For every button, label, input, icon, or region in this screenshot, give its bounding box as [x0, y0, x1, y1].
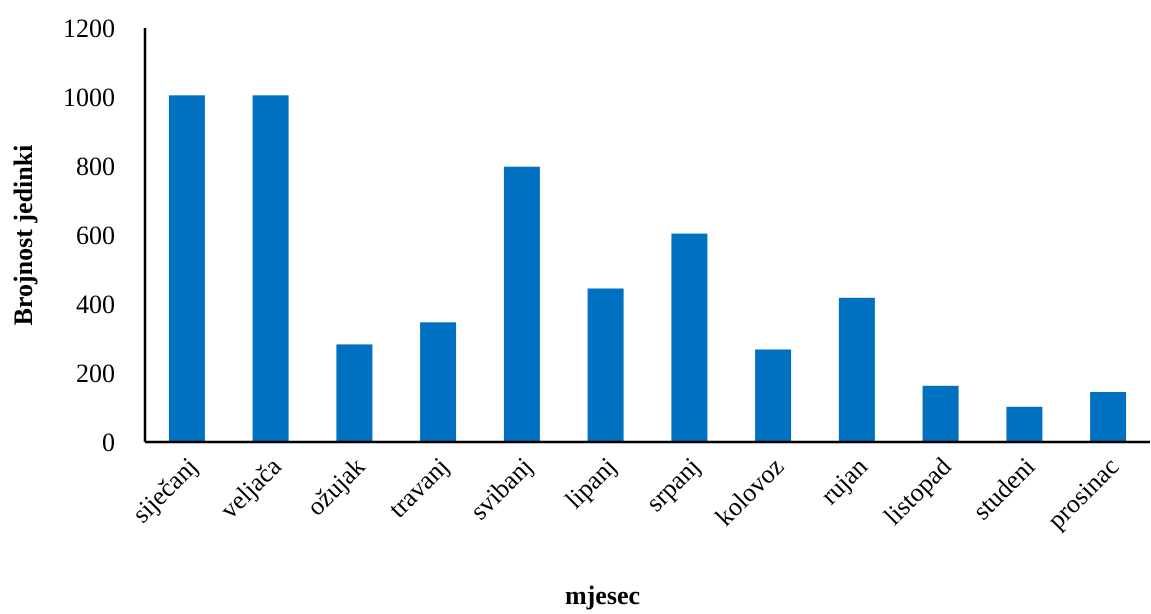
- y-tick-labels: 0 200 400 600 800 1000 1200: [63, 14, 115, 457]
- y-tick-label: 1000: [63, 83, 115, 112]
- bar-10: [1006, 406, 1043, 442]
- x-tick-label: listopad: [878, 452, 957, 531]
- x-tick-label: travanj: [383, 452, 455, 524]
- y-axis-title: Brojnost jedinki: [9, 145, 38, 326]
- bar-9: [922, 385, 959, 442]
- y-tick-label: 600: [76, 221, 115, 250]
- bar-4: [503, 166, 540, 442]
- x-tick-label: srpanj: [640, 452, 705, 517]
- bar-8: [838, 297, 875, 442]
- x-tick-label: prosinac: [1042, 452, 1125, 535]
- x-tick-label: lipanj: [559, 452, 621, 514]
- x-tick-label: svibanj: [465, 452, 539, 526]
- x-tick-label: siječanj: [126, 452, 203, 529]
- y-tick-label: 0: [102, 428, 115, 457]
- bars-group: [168, 95, 1127, 443]
- bar-1: [252, 95, 289, 443]
- bar-11: [1090, 392, 1127, 442]
- bar-7: [755, 349, 792, 442]
- x-tick-label: ožujak: [301, 452, 371, 522]
- y-tick-label: 200: [76, 359, 115, 388]
- y-tick-label: 400: [76, 290, 115, 319]
- x-category-labels: siječanj veljača ožujak travanj svibanj lipan…: [126, 451, 1124, 534]
- x-tick-label: studeni: [967, 452, 1041, 526]
- x-tick-label: veljača: [214, 451, 287, 524]
- y-tick-label: 800: [76, 152, 115, 181]
- bar-5: [587, 288, 624, 442]
- x-tick-label: kolovoz: [710, 452, 790, 532]
- bar-2: [336, 344, 373, 442]
- y-tick-label: 1200: [63, 14, 115, 43]
- x-axis-title: mjesec: [565, 581, 640, 610]
- bar-3: [420, 322, 457, 442]
- bar-6: [671, 233, 708, 442]
- x-tick-label: rujan: [815, 452, 873, 510]
- bar-0: [168, 95, 205, 443]
